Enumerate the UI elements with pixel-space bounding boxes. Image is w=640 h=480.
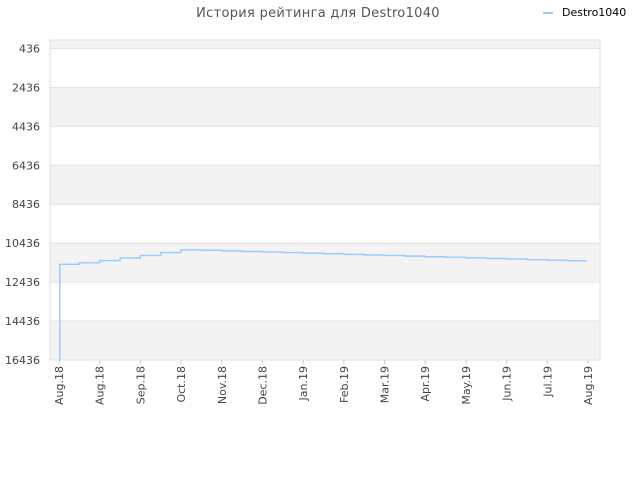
plot-band <box>50 204 600 244</box>
plot-band <box>50 165 600 205</box>
x-tick-label: Jul.19 <box>541 366 554 398</box>
x-tick-label: Oct.18 <box>175 366 188 403</box>
plot-band <box>50 243 600 283</box>
plot-band <box>50 87 600 127</box>
y-tick-label: 4436 <box>12 120 40 133</box>
x-axis-ticks: Aug.18 Aug.18 Sep.18 Oct.18 Nov.18 Dec.18 Jan.… <box>53 360 595 405</box>
y-tick-label: 16436 <box>5 354 40 367</box>
y-tick-label: 10436 <box>5 237 40 250</box>
y-tick-label: 12436 <box>5 276 40 289</box>
y-tick-label: 436 <box>19 42 40 55</box>
x-tick-label: Aug.19 <box>582 366 595 405</box>
plot-bands <box>50 40 600 360</box>
x-tick-label: Jun.19 <box>501 366 514 402</box>
x-tick-label: Feb.19 <box>338 366 351 403</box>
legend-label: Destro1040 <box>562 6 626 19</box>
x-tick-label: Dec.18 <box>256 366 269 405</box>
y-tick-label: 8436 <box>12 198 40 211</box>
x-tick-label: Sep.18 <box>134 366 147 404</box>
x-tick-label: Nov.18 <box>216 366 229 404</box>
legend: Destro1040 <box>543 6 626 19</box>
plot-frame <box>49 39 601 361</box>
series-line-destro1040 <box>59 249 587 361</box>
x-tick-label: Mar.19 <box>379 366 392 403</box>
x-tick-label: Apr.19 <box>419 366 432 402</box>
y-tick-label: 6436 <box>12 159 40 172</box>
series-layer <box>59 249 587 361</box>
plot-band <box>50 40 600 49</box>
x-tick-label: Jan.19 <box>297 366 310 401</box>
y-tick-label: 2436 <box>12 81 40 94</box>
x-tick-label: May.19 <box>460 366 473 405</box>
x-tick-label: Aug.18 <box>94 366 107 405</box>
plot-band <box>50 321 600 360</box>
plot-band <box>50 126 600 166</box>
plot-band <box>50 282 600 322</box>
y-tick-label: 14436 <box>5 315 40 328</box>
plot-band <box>50 48 600 88</box>
y-axis-ticks: 436 2436 4436 6436 8436 10436 12436 14436 16436 <box>5 42 40 367</box>
x-tick-label: Aug.18 <box>53 366 66 405</box>
chart-title: История рейтинга для Destro1040 <box>196 6 440 21</box>
